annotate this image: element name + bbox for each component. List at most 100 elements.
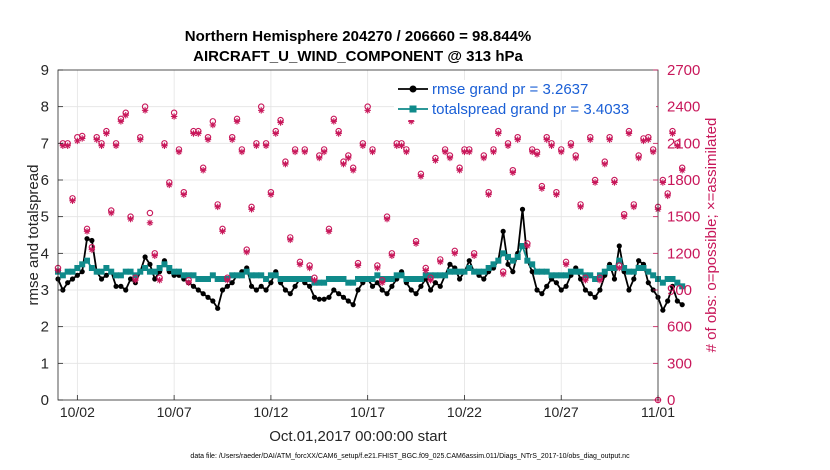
obs-assimilated-point (320, 148, 328, 156)
obs-assimilated-point (499, 270, 507, 278)
obs-assimilated-stroke (423, 267, 429, 274)
obs-assimilated-stroke (384, 216, 390, 222)
obs-assimilated-stroke (529, 149, 535, 155)
totalspread-point (572, 268, 579, 275)
obs-assimilated-stroke (606, 137, 613, 143)
obs-assimilated-stroke (490, 149, 497, 155)
obs-assimilated-point (417, 173, 425, 180)
obs-assimilated-stroke (563, 261, 569, 267)
footnote: data file: /Users/raeder/DAI/ATM_forcXX/… (190, 453, 630, 460)
obs-assimilated-point (103, 130, 110, 137)
rmse-point (447, 261, 453, 267)
totalspread-point (229, 272, 236, 279)
obs-assimilated-point (601, 160, 608, 168)
totalspread-point (282, 276, 289, 282)
obs-assimilated-point (195, 130, 202, 137)
totalspread-point (495, 257, 502, 264)
obs-assimilated-stroke (500, 271, 506, 277)
rmse-point (219, 287, 226, 293)
obs-assimilated-stroke (510, 170, 516, 176)
obs-assimilated-point (330, 118, 338, 125)
obs-assimilated-point (127, 215, 134, 223)
plot-area (58, 70, 658, 400)
totalspread-point (350, 279, 357, 286)
y-tick-label-right: 2400 (667, 99, 700, 116)
totalspread-point (500, 250, 507, 257)
obs-assimilated-stroke (152, 253, 158, 259)
totalspread-point (621, 265, 628, 271)
obs-assimilated-stroke (461, 149, 468, 155)
rmse-point (118, 283, 124, 289)
obs-assimilated-point (490, 148, 497, 156)
totalspread-point (142, 265, 149, 271)
obs-assimilated-point (262, 142, 270, 149)
obs-assimilated-point (98, 142, 105, 149)
obs-assimilated-point (243, 248, 250, 256)
obs-assimilated-point (175, 148, 183, 156)
obs-assimilated-stroke (253, 143, 260, 149)
obs-assimilated-point (185, 279, 192, 286)
totalspread-point (558, 272, 565, 279)
obs-assimilated-stroke (592, 179, 598, 186)
totalspread-point (398, 272, 405, 279)
rmse-point (65, 280, 71, 286)
legend-box (394, 80, 656, 120)
totalspread-point (514, 254, 521, 260)
obs-assimilated-point (533, 151, 541, 158)
obs-assimilated-point (161, 142, 168, 149)
rmse-point (326, 294, 332, 300)
chart-subtitle: AIRCRAFT_U_WIND_COMPONENT @ 313 hPa (193, 48, 523, 65)
axis-ticks: 0 1 2 3 4 5 6 7 8 9 0 300 600 900 1200 1500 1800 2100 2400… (41, 62, 701, 420)
totalspread-point (69, 268, 76, 275)
obs-assimilated-point (616, 264, 623, 272)
totalspread-point (432, 272, 439, 279)
rmse-point (519, 206, 526, 212)
totalspread-point (379, 276, 386, 282)
obs-assimilated-point (558, 148, 565, 156)
totalspread-point (267, 272, 274, 279)
obs-assimilated-point (543, 136, 550, 143)
y-tick-label-right: 900 (667, 282, 692, 299)
obs-assimilated-point (514, 136, 521, 143)
x-tick-label: 10/07 (157, 404, 192, 420)
rmse-point (331, 287, 337, 293)
rmse-point (321, 296, 327, 302)
obs-assimilated-stroke (616, 265, 622, 271)
chart-title: Northern Hemisphere 204270 / 206660 = 98… (185, 28, 531, 45)
obs-assimilated-point (664, 192, 671, 200)
obs-assimilated-stroke (326, 228, 332, 234)
rmse-point (84, 236, 90, 242)
obs-assimilated-stroke (374, 265, 380, 271)
totalspread-point (359, 276, 366, 282)
obs-assimilated-stroke (621, 214, 627, 220)
y-tick-label-left: 0 (41, 392, 49, 409)
obs-assimilated-stroke (108, 210, 114, 216)
obs-assimilated-point (83, 228, 91, 235)
totalspread-point (103, 265, 110, 271)
obs-assimilated-stroke (626, 130, 632, 137)
obs-assimilated-point (412, 240, 420, 247)
rmse-point (587, 291, 593, 297)
obs-assimilated-point (209, 121, 217, 129)
rmse-point (427, 287, 434, 293)
obs-assimilated-point (345, 154, 352, 162)
rmse-point (539, 291, 545, 297)
obs-assimilated-stroke (437, 259, 443, 265)
obs-assimilated-stroke (336, 130, 342, 137)
obs-assimilated-point (451, 250, 458, 257)
totalspread-point (490, 261, 497, 268)
obs-assimilated-point (504, 142, 512, 149)
obs-assimilated-stroke (544, 137, 550, 143)
obs-assimilated-stroke (568, 143, 574, 149)
obs-assimilated-point (528, 148, 536, 156)
obs-assimilated-stroke (369, 149, 376, 155)
obs-assimilated-point (349, 167, 357, 174)
totalspread-point (205, 276, 211, 282)
totalspread-point (611, 265, 618, 271)
obs-assimilated-stroke (306, 265, 313, 271)
obs-assimilated-stroke (89, 247, 95, 253)
totalspread-point (659, 279, 666, 286)
totalspread-point (616, 257, 623, 264)
obs-assimilated-point (228, 136, 236, 143)
legend-rmse-label: rmse grand pr = 3.2637 (432, 81, 588, 98)
